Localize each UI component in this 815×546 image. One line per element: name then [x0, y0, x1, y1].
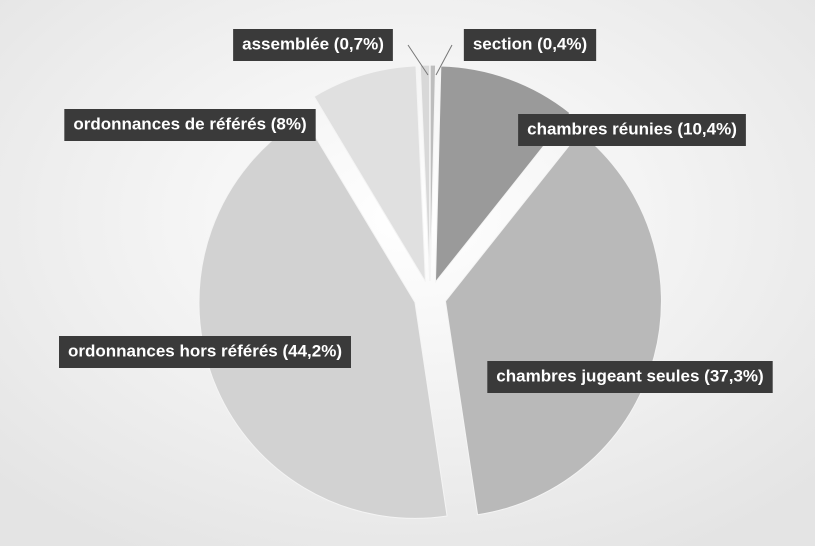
data-label: ordonnances de référés (8%): [73, 114, 306, 133]
pie-slice: [429, 64, 437, 282]
data-label-box: [59, 336, 351, 368]
data-label-box: [64, 109, 316, 141]
data-label-box: [233, 29, 393, 61]
data-label-box: [487, 361, 773, 393]
data-label: chambres jugeant seules (37,3%): [496, 366, 763, 385]
data-label: ordonnances hors référés (44,2%): [68, 341, 342, 360]
data-label: section (0,4%): [473, 34, 587, 53]
data-label: assemblée (0,7%): [242, 34, 384, 53]
leader-line: [407, 44, 429, 76]
pie-slice: [313, 65, 426, 282]
data-label-box: [463, 29, 597, 61]
pie-slice: [198, 116, 448, 519]
leader-line: [435, 44, 453, 76]
pie-slice: [419, 64, 431, 282]
pie-slice: [444, 131, 662, 516]
data-label: chambres réunies (10,4%): [527, 119, 737, 138]
data-label-box: [518, 114, 746, 146]
